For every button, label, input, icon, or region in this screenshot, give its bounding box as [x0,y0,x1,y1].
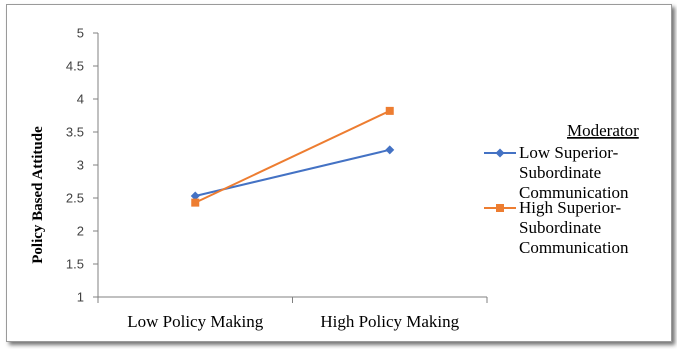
data-point-square [191,198,200,207]
x-category-label: Low Policy Making [127,312,263,331]
legend-label: Communication [519,238,629,257]
legend-label: High Superior- [519,198,621,217]
y-axis-label: Policy Based Attitude [30,126,46,264]
legend-marker-diamond [495,148,505,158]
x-categories: Low Policy Making High Policy Making [97,297,488,331]
y-ticks: 1 1.5 2 2.5 3 3.5 4 4.5 5 [66,26,98,305]
data-point-square [385,106,394,115]
y-tick-label: 1.5 [66,257,84,272]
y-tick-label: 2.5 [66,191,84,206]
legend-title: Moderator [567,121,639,140]
y-tick-label: 2 [77,224,84,239]
series-line [194,109,391,204]
legend-label: Subordinate [519,163,601,182]
data-point-diamond [385,145,395,155]
chart-frame [6,4,672,342]
y-tick-label: 4 [77,92,84,107]
legend-label: Communication [519,183,629,202]
x-category-label: High Policy Making [320,312,459,331]
data-point-diamond [190,191,200,201]
axes [97,33,487,298]
legend-label: Subordinate [519,218,601,237]
y-tick-label: 4.5 [66,59,84,74]
legend-label: Low Superior- [519,143,619,162]
legend: Moderator Low Superior-SubordinateCommun… [484,121,639,257]
y-tick-label: 5 [77,26,84,41]
series-group [190,106,395,207]
y-tick-label: 1 [77,290,84,305]
y-tick-label: 3.5 [66,125,84,140]
legend-marker-square [496,204,504,212]
y-tick-label: 3 [77,158,84,173]
